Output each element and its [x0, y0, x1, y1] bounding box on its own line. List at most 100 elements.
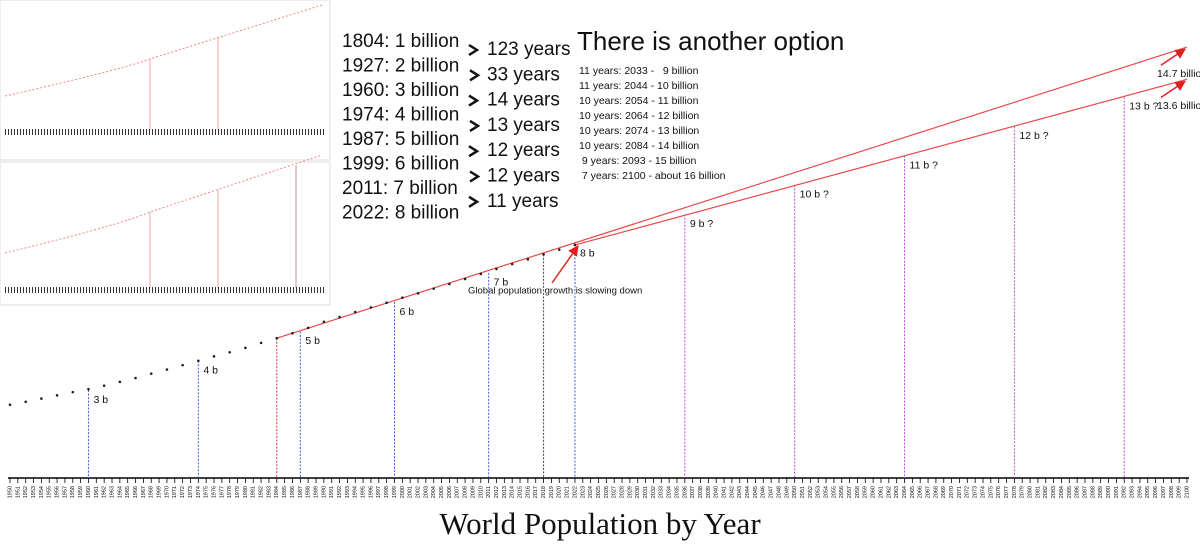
chevron: [469, 170, 481, 183]
x-tick-label: 2085: [1067, 486, 1073, 498]
annotation: Global population growth is slowing down: [468, 286, 642, 297]
x-tick-label: 2095: [1145, 486, 1151, 498]
population-point: [118, 380, 122, 384]
x-tick-label: 1951: [15, 486, 21, 498]
x-tick-label: 2043: [737, 486, 743, 498]
x-tick-label: 2087: [1082, 486, 1088, 498]
x-tick-label: 2039: [706, 486, 712, 498]
x-tick-label: 2082: [1043, 486, 1049, 498]
x-tick-label: 2077: [1004, 486, 1010, 498]
population-point: [416, 292, 420, 295]
x-tick-label: 2090: [1106, 486, 1112, 498]
population-point: [24, 400, 27, 404]
x-tick-label: 2075: [988, 486, 994, 498]
trend-line: [276, 46, 1188, 339]
chevron: [469, 119, 481, 132]
milestone-label: 3 b: [93, 394, 108, 406]
population-point: [228, 350, 232, 354]
x-tick-label: 2091: [1114, 486, 1120, 498]
x-tick-label: 2040: [714, 486, 720, 498]
x-tick-label: 2049: [784, 486, 790, 498]
population-point: [573, 243, 577, 247]
milestone-text: 2022: 8 billion: [342, 203, 459, 224]
x-tick-label: 2041: [721, 486, 727, 498]
x-tick-label: 2009: [470, 486, 476, 498]
x-tick-label: 2054: [824, 486, 830, 498]
milestone-label: 8 b: [580, 247, 595, 259]
x-tick-label: 2068: [933, 486, 939, 498]
x-tick-label: 1960: [86, 486, 92, 498]
milestone-label: 5 b: [305, 335, 320, 347]
population-point: [557, 248, 561, 251]
x-tick-label: 2076: [996, 486, 1002, 498]
arrow: [551, 245, 579, 284]
milestone-label: 7 b: [494, 277, 509, 289]
x-tick-label: 2078: [1012, 486, 1018, 498]
x-tick-label: 2035: [674, 486, 680, 498]
x-tick-label: 2024: [588, 486, 594, 498]
x-tick-label: 1962: [102, 486, 108, 498]
x-tick-label: 2062: [886, 486, 892, 498]
x-tick-label: 2019: [549, 486, 555, 498]
x-tick-label: 1996: [368, 486, 374, 498]
x-tick-label: 2093: [1130, 486, 1136, 498]
x-tick-label: 2007: [455, 486, 461, 498]
trend-label: 13.6 billion: [1157, 100, 1200, 112]
x-tick-label: 1966: [133, 486, 139, 498]
x-tick-label: 2050: [792, 486, 798, 498]
x-tick-label: 2005: [439, 486, 445, 498]
milestone-text: 1927: 2 billion: [342, 56, 459, 77]
milestone-text: 1960: 3 billion: [342, 80, 459, 101]
milestone-text: 2011: 7 billion: [342, 178, 458, 199]
x-tick-label: 2081: [1035, 486, 1041, 498]
x-tick-label: 2096: [1153, 486, 1159, 498]
x-tick-label: 1971: [172, 486, 178, 498]
x-tick-label: 1983: [266, 486, 272, 498]
x-tick-label: 2070: [949, 486, 955, 498]
x-tick-label: 1958: [70, 486, 76, 498]
x-tick-label: 2057: [847, 486, 853, 498]
x-tick-label: 1993: [345, 486, 351, 498]
x-tick-label: 2053: [816, 486, 822, 498]
x-tick-label: 1998: [384, 486, 390, 498]
milestone-text: 1804: 1 billion: [342, 31, 459, 52]
population-point: [510, 262, 514, 266]
inset-line: [4, 4, 323, 97]
population-point: [463, 277, 467, 281]
x-tick-label: 2010: [478, 486, 484, 498]
x-tick-label: 2092: [1122, 486, 1128, 498]
x-tick-label: 2056: [839, 486, 845, 498]
x-tick-label: 1970: [164, 486, 170, 498]
x-tick-label: 1973: [188, 486, 194, 498]
x-tick-label: 1963: [109, 486, 115, 498]
population-point: [275, 336, 279, 340]
x-tick-label: 1986: [290, 486, 296, 498]
option-line: 11 years: 2044 - 10 billion: [579, 80, 699, 92]
x-tick-label: 2064: [902, 486, 908, 498]
x-tick-label: 2061: [878, 486, 884, 498]
x-tick-label: 1977: [219, 486, 225, 498]
x-tick-label: 1974: [196, 486, 202, 498]
population-point: [353, 310, 357, 314]
x-tick-label: 1956: [55, 486, 61, 498]
milestone-label: 13 b ?: [1129, 101, 1158, 113]
population-point: [338, 315, 341, 319]
milestone-text: 1999: 6 billion: [342, 154, 459, 175]
population-point: [291, 331, 294, 335]
x-tick-label: 2016: [525, 486, 531, 498]
trend-label: 14.7 billion: [1157, 68, 1200, 80]
x-tick-label: 1950: [7, 486, 13, 498]
population-point: [102, 384, 106, 387]
x-tick-label: 2065: [910, 486, 916, 498]
x-tick-label: 2044: [745, 486, 751, 498]
x-tick-label: 1952: [23, 486, 29, 498]
interval-text: 123 years: [487, 39, 570, 60]
x-tick-label: 1995: [361, 486, 367, 498]
population-point: [542, 253, 545, 256]
chevron: [468, 145, 480, 158]
option-line: 10 years: 2084 - 14 billion: [579, 140, 699, 152]
interval-text: 33 years: [487, 64, 560, 85]
x-tick-label: 2045: [753, 486, 759, 498]
x-tick-label: 2059: [863, 486, 869, 498]
